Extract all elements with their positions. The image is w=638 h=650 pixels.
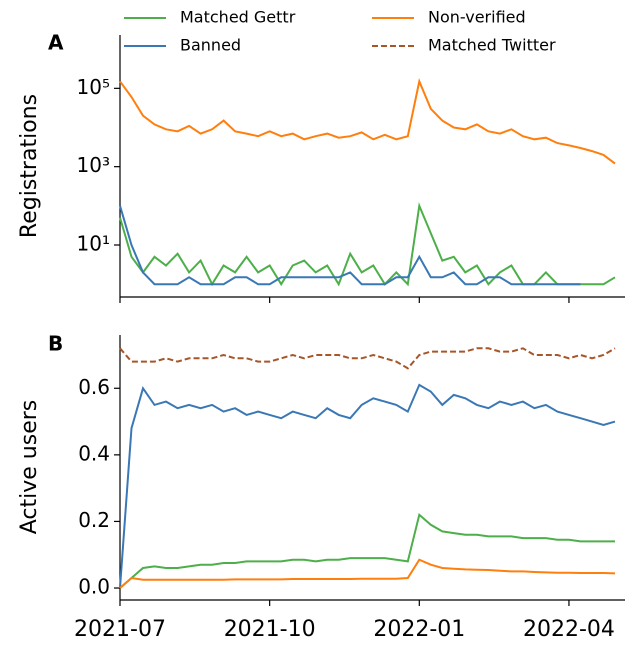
- y-tick-label: 10³: [77, 153, 110, 177]
- x-tick-label: 2021-07: [74, 617, 166, 642]
- x-tick-label: 2022-04: [523, 617, 615, 642]
- y-tick-label: 0.6: [78, 375, 110, 399]
- y-tick-label: 0.0: [78, 575, 110, 599]
- series-line: [119, 512, 615, 589]
- legend-label: Non-verified: [428, 8, 526, 27]
- series-line: [119, 205, 581, 286]
- y-axis-label: Active users: [17, 400, 42, 535]
- y-tick-label: 10¹: [77, 231, 110, 255]
- legend-label: Matched Gettr: [180, 8, 296, 27]
- series-line: [119, 383, 616, 589]
- x-tick-label: 2022-01: [373, 617, 465, 642]
- legend-label: Matched Twitter: [428, 36, 556, 55]
- series-line: [119, 558, 616, 589]
- x-tick-label: 2021-10: [224, 617, 316, 642]
- panel-label: A: [48, 31, 64, 55]
- series-line: [119, 78, 616, 165]
- series-line: [119, 202, 616, 287]
- legend-label: Banned: [180, 36, 241, 55]
- y-tick-label: 0.2: [78, 508, 110, 532]
- series-line: [119, 347, 616, 370]
- y-axis-label: Registrations: [17, 94, 42, 238]
- y-tick-label: 10⁵: [77, 75, 110, 99]
- panel-label: B: [48, 332, 63, 356]
- y-tick-label: 0.4: [78, 441, 110, 465]
